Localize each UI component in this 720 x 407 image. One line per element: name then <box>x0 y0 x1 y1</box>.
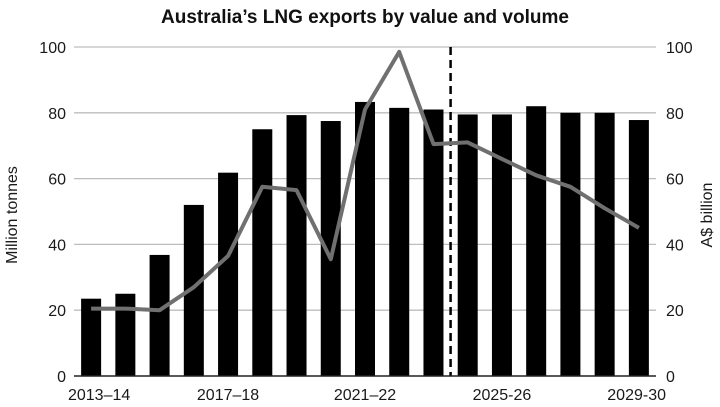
x-tick-label: 2013–14 <box>68 387 130 404</box>
y-tick-label: 100 <box>39 40 66 57</box>
bar <box>491 114 512 376</box>
x-tick-label: 2029-30 <box>607 387 666 404</box>
y-tick-label: 0 <box>57 369 66 386</box>
bar <box>423 109 444 376</box>
x-tick-label: 2025-26 <box>473 387 532 404</box>
x-tick-label: 2017–18 <box>197 387 259 404</box>
bar <box>526 106 547 376</box>
bar <box>286 115 307 376</box>
right-axis-ticks: 0 20 40 60 80 100 <box>666 40 693 386</box>
bar <box>594 112 615 377</box>
y-tick-label: 60 <box>48 172 66 189</box>
bar <box>252 129 273 376</box>
y2-tick-label: 80 <box>666 106 684 123</box>
line-series <box>91 49 640 313</box>
bar <box>457 114 478 376</box>
y2-tick-label: 60 <box>666 172 684 189</box>
left-axis-ticks: 0 20 40 60 80 100 <box>39 40 66 386</box>
bar <box>149 254 170 376</box>
bar <box>320 121 341 377</box>
x-tick-label: 2021–22 <box>334 387 396 404</box>
y2-tick-label: 100 <box>666 40 693 57</box>
bar <box>81 298 102 376</box>
bar <box>389 107 410 377</box>
y2-tick-label: 20 <box>666 303 684 320</box>
y2-axis-label: A$ billion <box>699 183 716 248</box>
bar <box>115 293 136 376</box>
bar <box>628 120 649 377</box>
bar <box>355 101 375 377</box>
bar <box>560 112 581 377</box>
y2-tick-label: 0 <box>666 369 675 386</box>
bar <box>218 172 239 376</box>
y-tick-label: 40 <box>48 237 66 254</box>
bar-series <box>81 101 649 377</box>
y-tick-label: 20 <box>48 303 66 320</box>
y-tick-label: 80 <box>48 106 66 123</box>
y-axis-label: Million tonnes <box>4 166 21 264</box>
bar <box>183 204 204 376</box>
x-axis-ticks: 2013–14 2017–18 2021–22 2025-26 2029-30 <box>68 387 666 404</box>
y2-tick-label: 40 <box>666 237 684 254</box>
chart-title: Australia’s LNG exports by value and vol… <box>161 7 569 28</box>
